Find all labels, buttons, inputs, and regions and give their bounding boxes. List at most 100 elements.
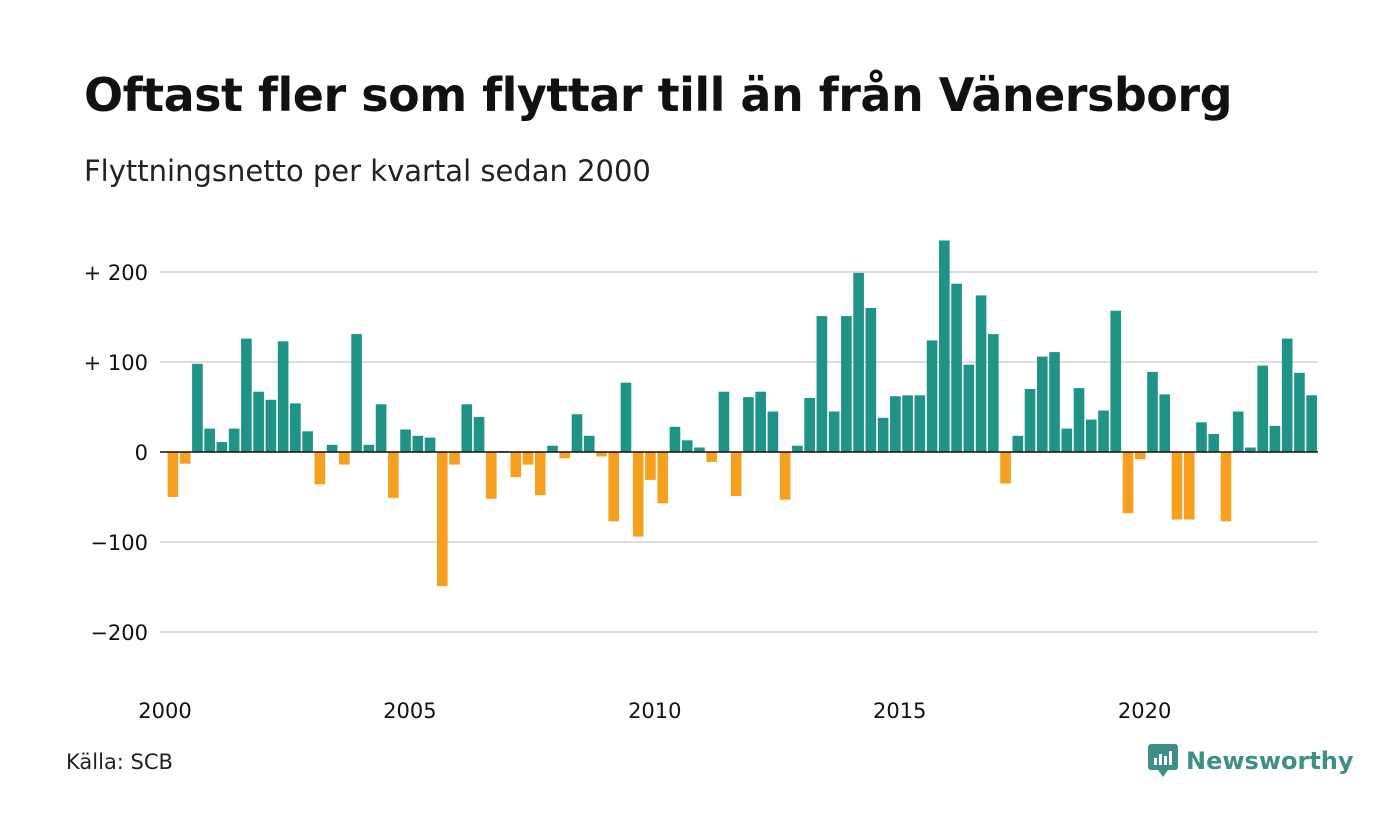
chart-subtitle: Flyttningsnetto per kvartal sedan 2000 xyxy=(84,154,651,188)
y-tick-label: 0 xyxy=(135,441,148,465)
bar xyxy=(192,363,203,452)
bar xyxy=(596,452,607,457)
bar xyxy=(534,452,546,496)
bar xyxy=(828,411,840,452)
chart-title: Oftast fler som flyttar till än från Vän… xyxy=(84,68,1233,122)
bars xyxy=(160,240,1318,587)
bar xyxy=(743,397,754,452)
bar xyxy=(449,452,460,465)
bar xyxy=(706,452,718,462)
bar xyxy=(632,452,644,537)
bar xyxy=(1098,410,1109,452)
bar xyxy=(1220,452,1232,522)
bar xyxy=(473,416,485,452)
x-axis-labels: 2000 2005 2010 2015 2020 xyxy=(138,699,1171,723)
y-tick-label: + 200 xyxy=(84,261,148,285)
bar xyxy=(1085,419,1097,452)
bar xyxy=(608,452,620,522)
bar xyxy=(412,435,424,452)
bar xyxy=(694,447,705,452)
brand-name: Newsworthy xyxy=(1186,747,1354,775)
bar xyxy=(902,395,913,452)
bar xyxy=(314,452,326,485)
bar xyxy=(1061,428,1073,452)
bar xyxy=(987,334,999,452)
bar xyxy=(559,452,571,459)
newsworthy-logo: Newsworthy xyxy=(1148,744,1354,778)
bar xyxy=(657,452,669,504)
x-tick-label: 2005 xyxy=(383,699,436,723)
bar xyxy=(1024,389,1036,452)
bar xyxy=(939,240,950,452)
bar xyxy=(1245,447,1256,452)
bar xyxy=(571,414,583,452)
bar xyxy=(302,431,313,452)
bar xyxy=(767,411,779,452)
bar xyxy=(277,341,289,452)
bar xyxy=(853,272,864,452)
bar xyxy=(681,440,693,452)
bar xyxy=(1000,452,1011,484)
bar xyxy=(167,452,179,497)
y-tick-label: −200 xyxy=(90,621,148,645)
bar xyxy=(1110,310,1122,452)
bar xyxy=(779,452,791,500)
bar xyxy=(841,316,852,452)
bar xyxy=(1134,452,1146,460)
bar xyxy=(1196,422,1207,452)
bar xyxy=(1147,371,1158,452)
bar xyxy=(914,395,926,452)
x-tick-label: 2020 xyxy=(1118,699,1171,723)
y-axis-labels: + 200 + 100 0 −100 −200 xyxy=(84,261,148,645)
bar xyxy=(339,452,350,465)
bar xyxy=(1208,434,1220,452)
bar xyxy=(179,452,191,464)
source-note: Källa: SCB xyxy=(66,750,173,774)
bar xyxy=(669,426,681,452)
bar xyxy=(951,283,962,452)
bar xyxy=(290,403,301,452)
bar xyxy=(265,399,277,452)
bar xyxy=(241,338,252,452)
bar xyxy=(865,308,877,452)
bar xyxy=(1232,411,1244,452)
chart-bubble-icon xyxy=(1148,744,1178,777)
bar xyxy=(363,444,375,452)
bar xyxy=(228,428,240,452)
bar xyxy=(1073,388,1085,452)
bar xyxy=(816,316,828,452)
bar xyxy=(1171,452,1183,520)
bar xyxy=(510,452,522,478)
bar xyxy=(730,452,742,497)
bar xyxy=(461,404,473,452)
bar xyxy=(253,391,264,452)
bar xyxy=(204,428,215,452)
x-tick-label: 2015 xyxy=(873,699,926,723)
bar xyxy=(645,452,656,480)
bar xyxy=(375,404,387,452)
bar xyxy=(804,398,815,452)
bar xyxy=(388,452,399,498)
bar xyxy=(400,429,411,452)
bar xyxy=(1122,452,1134,514)
y-tick-label: −100 xyxy=(90,531,148,555)
bar xyxy=(926,340,938,452)
bar xyxy=(1257,365,1269,452)
bar xyxy=(1049,352,1060,452)
bar xyxy=(326,444,338,452)
bar xyxy=(547,445,558,452)
bar xyxy=(424,437,436,452)
bar xyxy=(1183,452,1195,520)
bar xyxy=(1269,425,1281,452)
bar xyxy=(877,417,889,452)
bar xyxy=(792,445,803,452)
x-tick-label: 2010 xyxy=(628,699,681,723)
bar xyxy=(1036,356,1048,452)
bar xyxy=(1294,372,1305,452)
bar xyxy=(755,391,766,452)
bar xyxy=(718,391,730,452)
bar xyxy=(1306,395,1317,452)
bar xyxy=(436,452,448,587)
bar xyxy=(890,396,901,452)
bar xyxy=(485,452,497,499)
